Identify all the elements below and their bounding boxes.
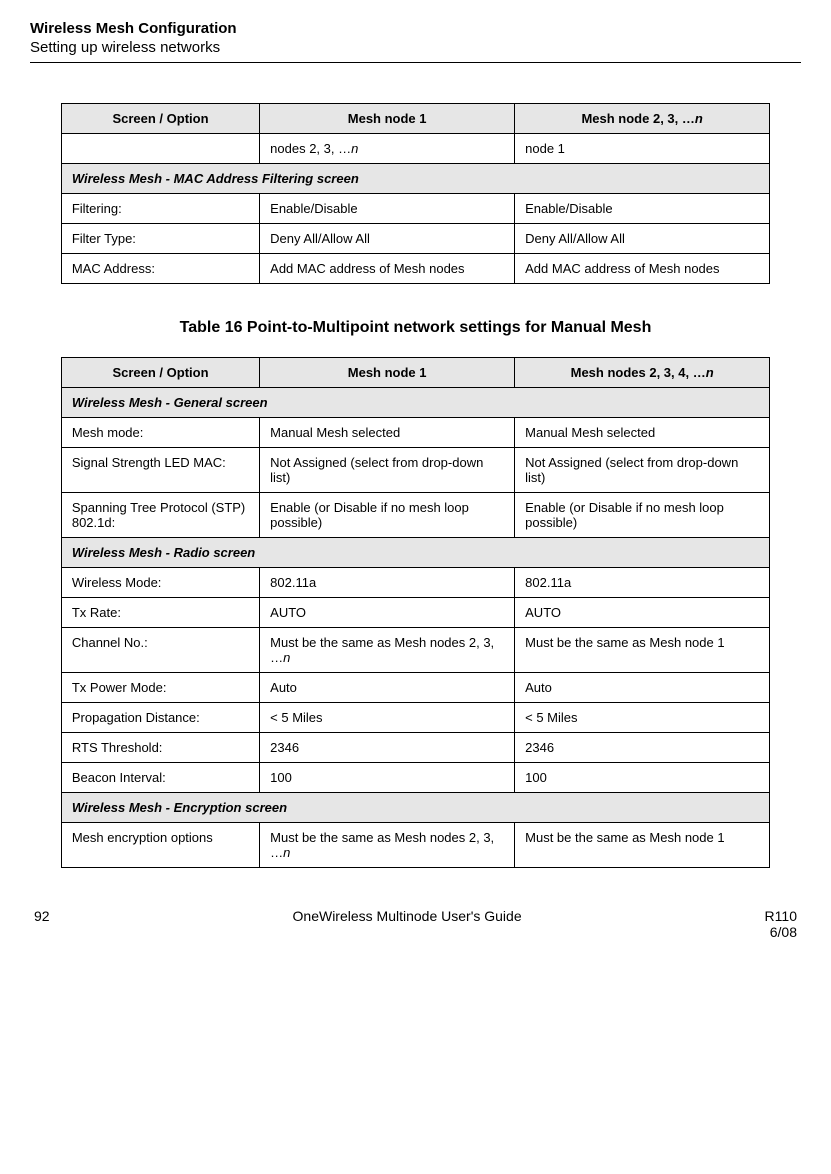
page-header: Wireless Mesh Configuration Setting up w… [30,20,801,63]
table-cell: Auto [260,673,515,703]
table-cell: RTS Threshold: [61,733,259,763]
table-header-cell: Screen / Option [61,104,259,134]
table-cell: Not Assigned (select from drop-down list… [515,448,770,493]
table-row: Filter Type:Deny All/Allow AllDeny All/A… [61,224,769,254]
table-cell: AUTO [260,598,515,628]
table-cell: Beacon Interval: [61,763,259,793]
table-cell: Auto [515,673,770,703]
header-title: Wireless Mesh Configuration [30,20,801,37]
table-header-cell: Mesh node 1 [260,104,515,134]
table-cell: 2346 [515,733,770,763]
table-row: Filtering:Enable/DisableEnable/Disable [61,194,769,224]
table-cell: node 1 [515,134,770,164]
footer-right: R110 6/08 [765,908,797,940]
table-cell: Channel No.: [61,628,259,673]
header-subtitle: Setting up wireless networks [30,39,801,56]
table-row: Beacon Interval: 100100 [61,763,769,793]
table-cell: Tx Power Mode: [61,673,259,703]
table-cell: Manual Mesh selected [260,418,515,448]
table-row: Wireless Mesh - Radio screen [61,538,769,568]
table-cell: 802.11a [515,568,770,598]
table-row: Wireless Mesh - MAC Address Filtering sc… [61,164,769,194]
header-rule [30,62,801,63]
table-cell: AUTO [515,598,770,628]
table-row: Mesh mode:Manual Mesh selectedManual Mes… [61,418,769,448]
table-row: MAC Address:Add MAC address of Mesh node… [61,254,769,284]
table-row: Wireless Mesh - Encryption screen [61,793,769,823]
table-header-cell: Mesh nodes 2, 3, 4, …n [515,358,770,388]
table-row: Signal Strength LED MAC:Not Assigned (se… [61,448,769,493]
table-cell: Mesh mode: [61,418,259,448]
footer-date: 6/08 [765,924,797,940]
table-cell: Must be the same as Mesh node 1 [515,628,770,673]
footer-center: OneWireless Multinode User's Guide [293,908,522,940]
section-header-cell: Wireless Mesh - Radio screen [61,538,769,568]
footer-page-number: 92 [34,908,50,940]
table-row: Tx Rate:AUTOAUTO [61,598,769,628]
table-cell: Filter Type: [61,224,259,254]
section-header-cell: Wireless Mesh - MAC Address Filtering sc… [61,164,769,194]
table2-caption: Table 16 Point-to-Multipoint network set… [30,319,801,337]
table-header-cell: Mesh node 2, 3, …n [515,104,770,134]
section-header-cell: Wireless Mesh - General screen [61,388,769,418]
table-cell: Propagation Distance: [61,703,259,733]
table-cell: Add MAC address of Mesh nodes [260,254,515,284]
table-cell: Wireless Mode: [61,568,259,598]
table-cell: 100 [515,763,770,793]
table-cell: 100 [260,763,515,793]
table-cell: Enable/Disable [515,194,770,224]
config-table-1: Screen / OptionMesh node 1Mesh node 2, 3… [61,103,770,284]
section-header-cell: Wireless Mesh - Encryption screen [61,793,769,823]
table-cell: Manual Mesh selected [515,418,770,448]
table-row: Tx Power Mode:AutoAuto [61,673,769,703]
table-header-cell: Screen / Option [61,358,259,388]
table-cell: Deny All/Allow All [260,224,515,254]
table-cell: Mesh encryption options [61,823,259,868]
table-cell: nodes 2, 3, …n [260,134,515,164]
table-cell: MAC Address: [61,254,259,284]
table-cell: Must be the same as Mesh node 1 [515,823,770,868]
table-row: Wireless Mesh - General screen [61,388,769,418]
table-cell: Filtering: [61,194,259,224]
footer-rev: R110 [765,908,797,924]
table-cell: Must be the same as Mesh nodes 2, 3, …n [260,628,515,673]
table-cell: Signal Strength LED MAC: [61,448,259,493]
table-cell: 802.11a [260,568,515,598]
table-row: RTS Threshold:23462346 [61,733,769,763]
table-cell: < 5 Miles [515,703,770,733]
table-row: Mesh encryption optionsMust be the same … [61,823,769,868]
table-cell: Not Assigned (select from drop-down list… [260,448,515,493]
table-row: Channel No.:Must be the same as Mesh nod… [61,628,769,673]
table-cell: Tx Rate: [61,598,259,628]
config-table-2: Screen / OptionMesh node 1Mesh nodes 2, … [61,357,770,868]
table-row: nodes 2, 3, …nnode 1 [61,134,769,164]
table-cell [61,134,259,164]
table-cell: Enable (or Disable if no mesh loop possi… [515,493,770,538]
table-cell: Enable/Disable [260,194,515,224]
table-cell: < 5 Miles [260,703,515,733]
table-cell: 2346 [260,733,515,763]
table-row: Spanning Tree Protocol (STP) 802.1d:Enab… [61,493,769,538]
table-cell: Spanning Tree Protocol (STP) 802.1d: [61,493,259,538]
table-cell: Enable (or Disable if no mesh loop possi… [260,493,515,538]
table-cell: Deny All/Allow All [515,224,770,254]
table-cell: Must be the same as Mesh nodes 2, 3, …n [260,823,515,868]
table-cell: Add MAC address of Mesh nodes [515,254,770,284]
page-footer: 92 OneWireless Multinode User's Guide R1… [30,908,801,940]
table-row: Wireless Mode:802.11a802.11a [61,568,769,598]
table-header-cell: Mesh node 1 [260,358,515,388]
table-row: Propagation Distance:< 5 Miles< 5 Miles [61,703,769,733]
